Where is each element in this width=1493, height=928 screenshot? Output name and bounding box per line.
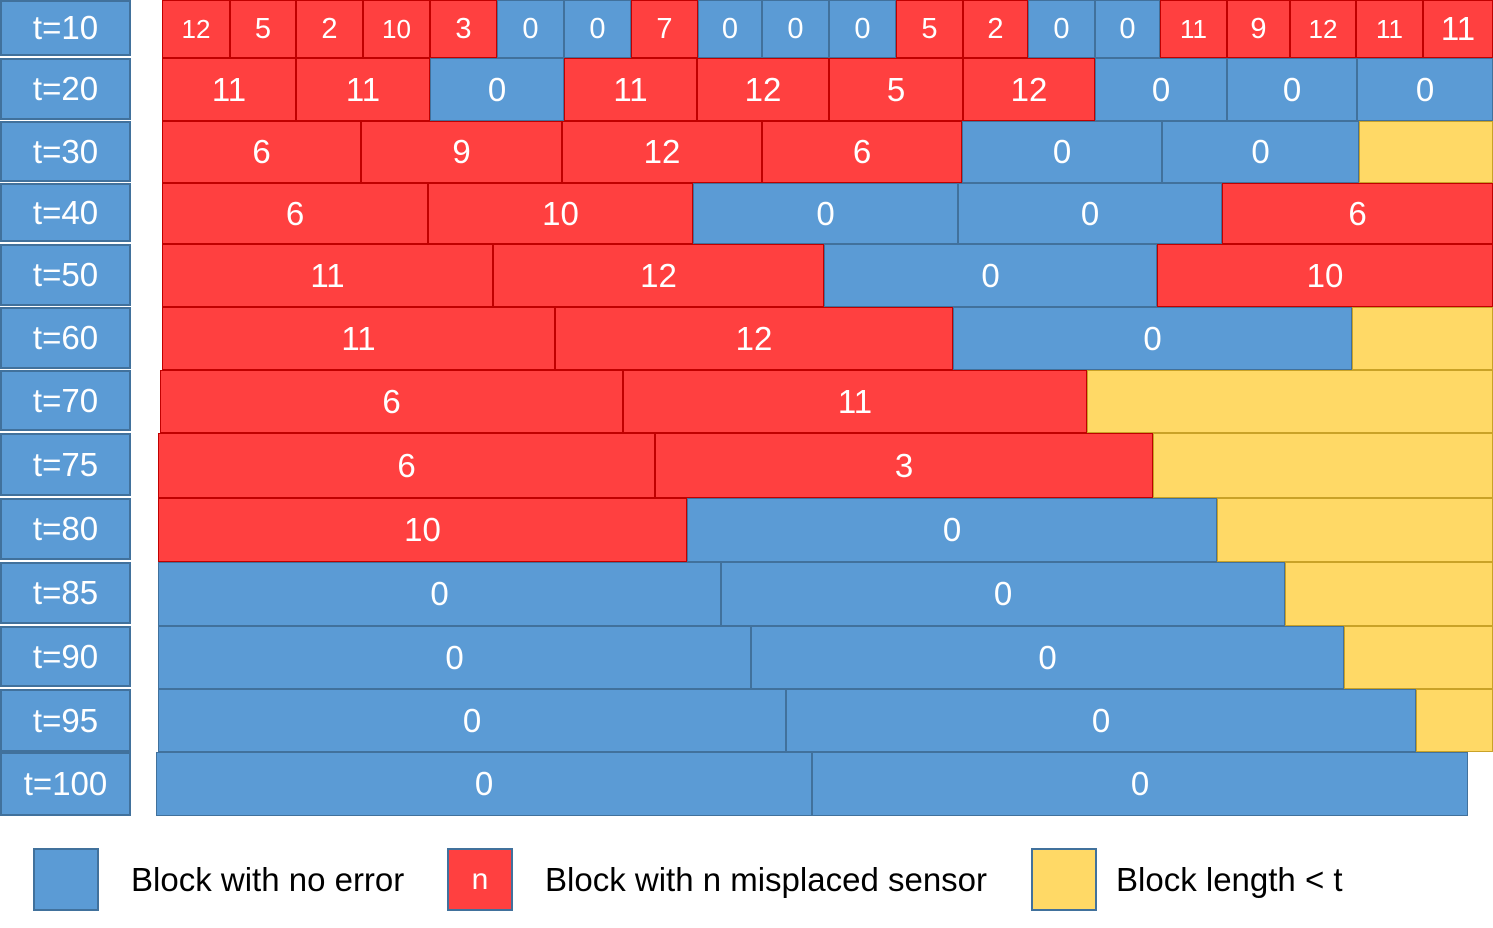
legend-swatch-short-block: [1031, 848, 1097, 911]
misplaced-block: 11: [162, 244, 493, 307]
no-error-block: 0: [1162, 121, 1359, 183]
no-error-block: 0: [1095, 58, 1227, 121]
misplaced-block: 12: [963, 58, 1095, 121]
legend-label-misplaced: Block with n misplaced sensor: [545, 861, 988, 898]
row-label: t=75: [0, 433, 131, 496]
misplaced-block: 6: [162, 121, 361, 183]
misplaced-block: 10: [428, 183, 693, 244]
no-error-block: 0: [698, 0, 762, 58]
row-label: t=95: [0, 689, 131, 752]
short-block: [1352, 307, 1493, 370]
misplaced-block: 9: [361, 121, 562, 183]
row-label: t=40: [0, 183, 131, 242]
misplaced-block: 11: [564, 58, 697, 121]
short-block: [1416, 689, 1493, 752]
misplaced-block: 11: [1160, 0, 1227, 58]
no-error-block: 0: [762, 0, 829, 58]
no-error-block: 0: [962, 121, 1162, 183]
misplaced-block: 12: [162, 0, 230, 58]
misplaced-block: 10: [363, 0, 430, 58]
misplaced-block: 6: [160, 370, 623, 433]
no-error-block: 0: [1028, 0, 1095, 58]
misplaced-block: 11: [1356, 0, 1423, 58]
misplaced-block: 5: [896, 0, 963, 58]
row-label: t=10: [0, 0, 131, 56]
misplaced-block: 12: [1290, 0, 1356, 58]
misplaced-block: 6: [158, 433, 655, 498]
misplaced-block: 10: [1157, 244, 1493, 307]
short-block: [1285, 562, 1493, 626]
legend-swatch-misplaced: n: [447, 848, 513, 911]
misplaced-block: 2: [963, 0, 1028, 58]
short-block: [1217, 498, 1493, 562]
misplaced-block: 3: [430, 0, 497, 58]
misplaced-block: 5: [829, 58, 963, 121]
no-error-block: 0: [430, 58, 564, 121]
misplaced-block: 11: [1423, 0, 1493, 58]
misplaced-block: 11: [162, 307, 555, 370]
row-label: t=85: [0, 562, 131, 624]
misplaced-block: 5: [230, 0, 296, 58]
misplaced-block: 6: [1222, 183, 1493, 244]
no-error-block: 0: [156, 752, 812, 816]
no-error-block: 0: [829, 0, 896, 58]
misplaced-block: 12: [555, 307, 953, 370]
misplaced-block: 11: [623, 370, 1087, 433]
row-label: t=90: [0, 626, 131, 687]
misplaced-block: 9: [1227, 0, 1290, 58]
misplaced-block: 6: [762, 121, 962, 183]
row-label: t=70: [0, 370, 131, 431]
misplaced-block: 11: [296, 58, 430, 121]
short-block: [1359, 121, 1493, 183]
no-error-block: 0: [953, 307, 1352, 370]
short-block: [1153, 433, 1493, 498]
no-error-block: 0: [1357, 58, 1493, 121]
row-label: t=80: [0, 498, 131, 560]
misplaced-block: 11: [162, 58, 296, 121]
no-error-block: 0: [1227, 58, 1357, 121]
no-error-block: 0: [751, 626, 1344, 689]
no-error-block: 0: [721, 562, 1285, 626]
no-error-block: 0: [158, 626, 751, 689]
misplaced-block: 3: [655, 433, 1153, 498]
misplaced-block: 12: [697, 58, 829, 121]
misplaced-block: 7: [631, 0, 698, 58]
row-label: t=30: [0, 121, 131, 182]
legend-label-no-error: Block with no error: [131, 861, 405, 898]
no-error-block: 0: [158, 562, 721, 626]
row-label: t=20: [0, 58, 131, 120]
legend-swatch-no-error: [33, 848, 99, 911]
legend-label-short-block: Block length < t: [1116, 861, 1343, 898]
no-error-block: 0: [824, 244, 1157, 307]
no-error-block: 0: [693, 183, 958, 244]
misplaced-block: 10: [158, 498, 687, 562]
row-label: t=60: [0, 307, 131, 369]
no-error-block: 0: [158, 689, 786, 752]
misplaced-block: 6: [162, 183, 428, 244]
short-block: [1344, 626, 1493, 689]
no-error-block: 0: [687, 498, 1217, 562]
no-error-block: 0: [1095, 0, 1160, 58]
no-error-block: 0: [497, 0, 564, 58]
row-label: t=100: [0, 752, 131, 816]
misplaced-block: 2: [296, 0, 363, 58]
misplaced-block: 12: [493, 244, 824, 307]
no-error-block: 0: [812, 752, 1468, 816]
no-error-block: 0: [958, 183, 1222, 244]
misplaced-block: 12: [562, 121, 762, 183]
row-label: t=50: [0, 244, 131, 306]
short-block: [1087, 370, 1493, 433]
no-error-block: 0: [564, 0, 631, 58]
no-error-block: 0: [786, 689, 1416, 752]
